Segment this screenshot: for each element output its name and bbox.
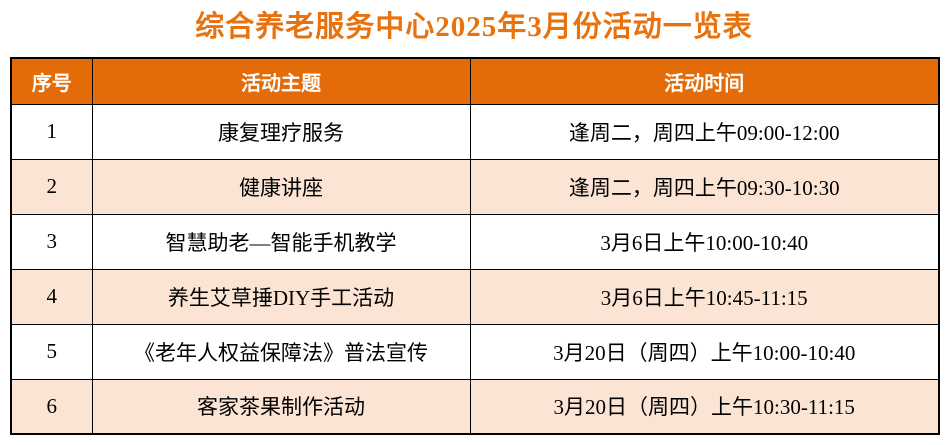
cell-time: 3月20日（周四）上午10:30-11:15 bbox=[469, 378, 940, 435]
cell-seq: 1 bbox=[10, 103, 93, 160]
cell-seq: 5 bbox=[10, 323, 93, 380]
cell-theme: 智慧助老—智能手机教学 bbox=[91, 213, 471, 270]
header-theme: 活动主题 bbox=[91, 57, 471, 105]
cell-theme: 健康讲座 bbox=[91, 158, 471, 215]
table-header-row: 序号 活动主题 活动时间 bbox=[10, 57, 940, 105]
cell-time: 3月20日（周四）上午10:00-10:40 bbox=[469, 323, 940, 380]
page-title: 综合养老服务中心2025年3月份活动一览表 bbox=[195, 11, 753, 43]
cell-time: 逢周二，周四上午09:00-12:00 bbox=[469, 103, 940, 160]
activity-table: 序号 活动主题 活动时间 1 康复理疗服务 逢周二，周四上午09:00-12:0… bbox=[10, 57, 940, 435]
header-time: 活动时间 bbox=[469, 57, 940, 105]
table-row: 5 《老年人权益保障法》普法宣传 3月20日（周四）上午10:00-10:40 bbox=[10, 323, 940, 380]
table-row: 2 健康讲座 逢周二，周四上午09:30-10:30 bbox=[10, 158, 940, 215]
cell-theme: 客家茶果制作活动 bbox=[91, 378, 471, 435]
table-row: 4 养生艾草捶DIY手工活动 3月6日上午10:45-11:15 bbox=[10, 268, 940, 325]
cell-theme: 《老年人权益保障法》普法宣传 bbox=[91, 323, 471, 380]
table-row: 1 康复理疗服务 逢周二，周四上午09:00-12:00 bbox=[10, 103, 940, 160]
table-row: 3 智慧助老—智能手机教学 3月6日上午10:00-10:40 bbox=[10, 213, 940, 270]
cell-time: 逢周二，周四上午09:30-10:30 bbox=[469, 158, 940, 215]
cell-seq: 3 bbox=[10, 213, 93, 270]
cell-seq: 6 bbox=[10, 378, 93, 435]
cell-seq: 4 bbox=[10, 268, 93, 325]
header-seq: 序号 bbox=[10, 57, 93, 105]
cell-theme: 康复理疗服务 bbox=[91, 103, 471, 160]
cell-time: 3月6日上午10:45-11:15 bbox=[469, 268, 940, 325]
cell-theme: 养生艾草捶DIY手工活动 bbox=[91, 268, 471, 325]
cell-time: 3月6日上午10:00-10:40 bbox=[469, 213, 940, 270]
table-row: 6 客家茶果制作活动 3月20日（周四）上午10:30-11:15 bbox=[10, 378, 940, 435]
cell-seq: 2 bbox=[10, 158, 93, 215]
